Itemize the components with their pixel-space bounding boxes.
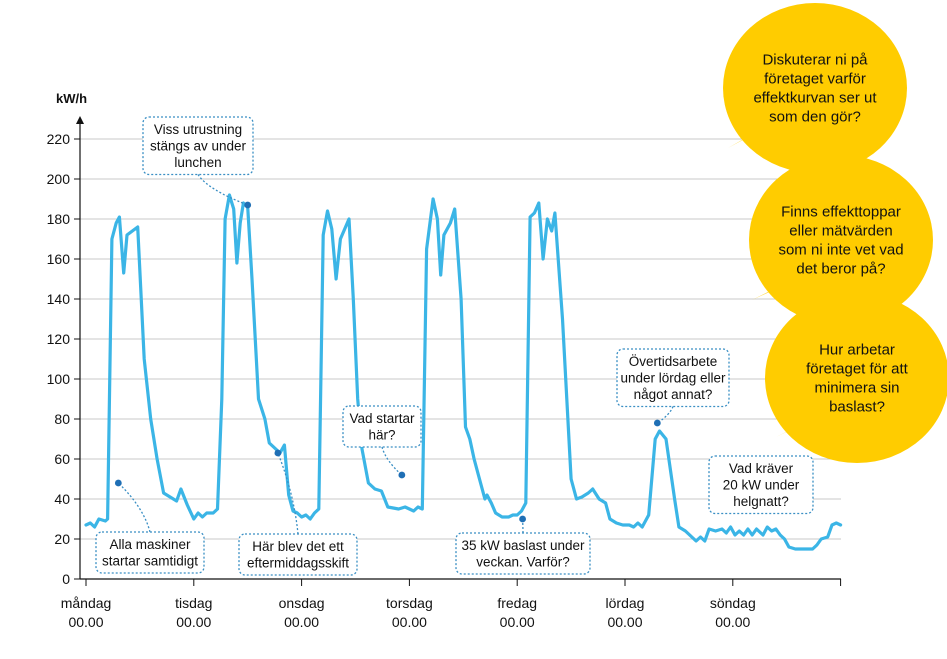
- annotation-leader: [277, 452, 299, 535]
- x-tick-time-label: 00.00: [715, 614, 750, 630]
- annotation-box: [342, 405, 422, 448]
- y-tick-label: 180: [47, 211, 71, 227]
- annotation-box: [142, 116, 254, 176]
- y-tick-label: 220: [47, 131, 71, 147]
- bubble-text: baslast?: [829, 399, 885, 416]
- annotation-text: här?: [368, 428, 395, 443]
- bubble-text: Diskuterar ni på: [762, 52, 868, 69]
- bubble-text: det beror på?: [796, 261, 885, 278]
- bubble-shape: [749, 155, 933, 325]
- x-tick-day-label: torsdag: [386, 595, 433, 611]
- annotation-text: något annat?: [634, 387, 713, 402]
- bubble-text: eller mätvärden: [789, 223, 892, 240]
- x-tick-time-label: 00.00: [500, 614, 535, 630]
- annotation-leader: [197, 174, 248, 206]
- x-tick-day-label: onsdag: [279, 595, 325, 611]
- series-line: [84, 193, 843, 551]
- bubble-text: Finns effekttoppar: [781, 204, 901, 221]
- y-tick-label: 200: [47, 171, 71, 187]
- bubble-text: Hur arbetar: [819, 342, 895, 359]
- annotation-marker: [244, 201, 252, 209]
- x-tick-day-label: fredag: [497, 595, 537, 611]
- bubble-text: företaget för att: [806, 361, 909, 378]
- x-tick-time-label: 00.00: [607, 614, 642, 630]
- annotation-text: helgnatt?: [733, 494, 789, 509]
- annotation-text: under lördag eller: [620, 371, 726, 386]
- y-tick-label: 40: [54, 491, 70, 507]
- y-axis-label: kW/h: [56, 91, 87, 106]
- y-axis-arrow-icon: [76, 116, 84, 124]
- question-bubble: Diskuterar ni på företaget varför effektku…: [723, 3, 907, 173]
- y-tick-label: 120: [47, 331, 71, 347]
- annotation-text: 20 kW under: [723, 478, 800, 493]
- annotation-text: Vad kräver: [729, 461, 794, 476]
- bubble-text: som ni inte vet vad: [778, 242, 903, 259]
- annotation-text: Viss utrustning: [154, 122, 242, 137]
- annotation-note: 35 kW baslast under veckan. Varför?: [455, 515, 591, 575]
- bubble-shape: [723, 3, 907, 173]
- y-axis-ticks: 0 20 40 60 80 100 120 140 160 180 200 220: [47, 131, 80, 587]
- annotation-text: startar samtidigt: [102, 554, 198, 569]
- annotation-text: lunchen: [174, 155, 221, 170]
- annotation-note: Alla maskiner startar samtidigt: [95, 479, 205, 574]
- y-tick-label: 0: [62, 571, 70, 587]
- annotation-marker: [274, 449, 282, 457]
- annotation-text: Vad startar: [349, 411, 415, 426]
- x-tick-day-label: söndag: [710, 595, 756, 611]
- x-tick-time-label: 00.00: [284, 614, 319, 630]
- question-bubble: Finns effekttoppar eller mätvärden som ni …: [749, 155, 933, 325]
- annotation-leader: [656, 406, 674, 424]
- bubble-text: minimera sin: [814, 380, 899, 397]
- bubble-text: effektkurvan ser ut: [753, 90, 877, 107]
- x-tick-time-label: 00.00: [68, 614, 103, 630]
- x-tick-day-label: måndag: [61, 595, 112, 611]
- bubble-text: företaget varför: [764, 71, 866, 88]
- annotation-marker: [519, 515, 526, 523]
- y-tick-label: 100: [47, 371, 71, 387]
- annotation-marker: [398, 471, 406, 479]
- bubble-text: som den gör?: [769, 109, 861, 126]
- question-bubbles: Diskuterar ni på företaget varför effektku…: [723, 3, 947, 463]
- annotation-leader: [117, 482, 151, 533]
- x-tick-day-label: tisdag: [175, 595, 212, 611]
- y-tick-label: 80: [54, 411, 70, 427]
- annotation-leader: [381, 446, 403, 476]
- y-tick-label: 20: [54, 531, 70, 547]
- annotation-text: Här blev det ett: [252, 539, 344, 554]
- question-bubble: Hur arbetar företaget för att minimera sin…: [765, 293, 947, 463]
- annotation-text: eftermiddagsskift: [247, 556, 349, 571]
- annotation-text: veckan. Varför?: [476, 555, 570, 570]
- annotation-text: 35 kW baslast under: [461, 538, 585, 553]
- x-axis-ticks: måndag 00.00 tisdag 00.00 onsdag 00.00 torsdag…: [61, 579, 842, 630]
- annotation-marker: [114, 479, 122, 487]
- annotation-note: Här blev det ett eftermiddagsskift: [238, 449, 358, 576]
- annotation-box: [708, 455, 814, 515]
- y-tick-label: 60: [54, 451, 70, 467]
- x-tick-time-label: 00.00: [176, 614, 211, 630]
- y-tick-label: 140: [47, 291, 71, 307]
- annotation-text: Övertidsarbete: [629, 354, 718, 369]
- annotation-text: Alla maskiner: [109, 537, 191, 552]
- annotation-note: Vad startar här?: [342, 405, 422, 479]
- x-tick-day-label: lördag: [606, 595, 645, 611]
- x-tick-time-label: 00.00: [392, 614, 427, 630]
- annotation-text: stängs av under: [150, 139, 247, 154]
- annotation-marker: [653, 419, 661, 427]
- y-tick-label: 160: [47, 251, 71, 267]
- bubble-shape: [765, 293, 947, 463]
